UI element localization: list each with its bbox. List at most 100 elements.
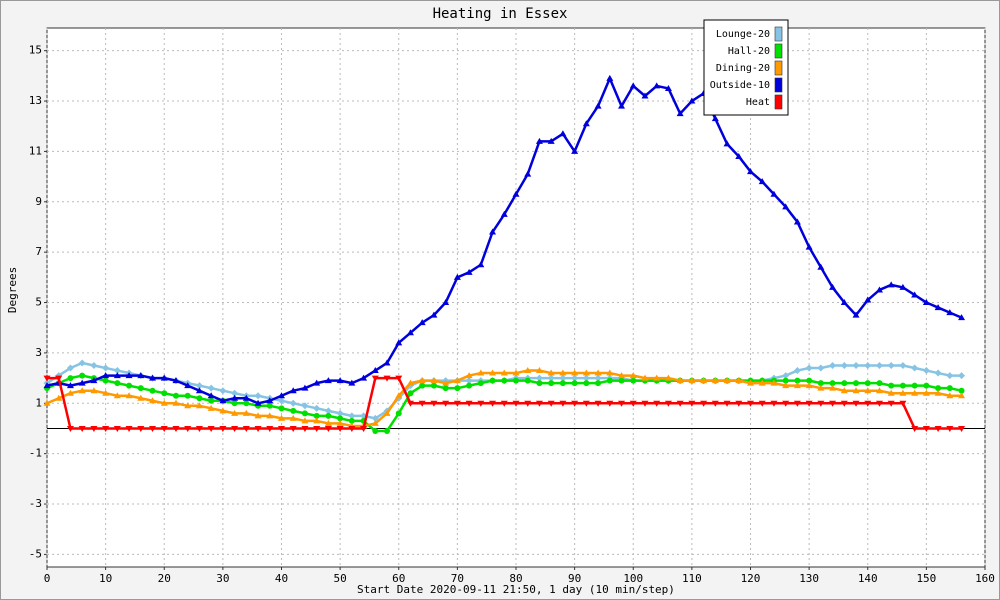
data-point xyxy=(629,400,637,407)
data-point xyxy=(782,372,790,380)
data-point xyxy=(500,400,508,407)
data-point xyxy=(477,369,485,376)
data-point xyxy=(594,369,602,376)
data-point xyxy=(653,374,661,381)
data-point xyxy=(66,364,74,372)
data-point xyxy=(453,400,461,407)
data-point xyxy=(700,377,708,384)
data-point xyxy=(313,425,321,432)
x-tick-label: 40 xyxy=(275,572,288,585)
data-point xyxy=(758,379,766,386)
data-point xyxy=(336,419,344,426)
data-point xyxy=(477,380,484,387)
data-point xyxy=(301,402,309,410)
y-tick-label: 11 xyxy=(29,144,42,157)
data-point xyxy=(453,273,461,280)
legend-label: Outside-10 xyxy=(710,80,770,91)
data-point xyxy=(512,190,520,197)
data-point xyxy=(231,394,239,401)
y-tick-label: 7 xyxy=(35,245,42,258)
data-point xyxy=(418,319,426,326)
data-point xyxy=(430,311,438,318)
data-point xyxy=(782,382,790,389)
data-point xyxy=(172,425,180,432)
y-tick-label: -5 xyxy=(29,547,42,560)
data-point xyxy=(829,400,837,407)
data-point xyxy=(571,369,579,376)
x-tick-label: 150 xyxy=(916,572,936,585)
data-point xyxy=(348,412,356,420)
data-point xyxy=(582,120,590,127)
data-point xyxy=(887,362,895,370)
data-point xyxy=(547,137,555,144)
data-point xyxy=(829,384,837,391)
x-tick-label: 110 xyxy=(682,572,702,585)
data-point xyxy=(958,372,966,380)
data-point xyxy=(735,400,743,407)
data-point xyxy=(747,400,754,407)
x-tick-label: 10 xyxy=(99,572,112,585)
x-tick-label: 20 xyxy=(158,572,171,585)
data-point xyxy=(219,407,227,414)
data-point xyxy=(875,286,883,293)
data-point xyxy=(102,389,110,396)
data-point xyxy=(911,291,919,298)
data-point xyxy=(758,178,766,185)
data-point xyxy=(172,392,179,399)
legend-swatch xyxy=(774,43,783,59)
data-point xyxy=(618,377,625,384)
data-point xyxy=(113,367,121,375)
data-point xyxy=(535,374,543,382)
data-point xyxy=(348,425,356,432)
x-tick-label: 80 xyxy=(509,572,522,585)
data-point xyxy=(524,377,531,384)
data-point xyxy=(289,414,297,421)
data-point xyxy=(875,387,883,394)
data-point xyxy=(278,392,285,399)
data-point xyxy=(723,400,731,407)
data-point xyxy=(582,374,590,382)
data-point xyxy=(958,314,966,321)
data-point xyxy=(325,412,332,419)
data-point xyxy=(102,377,109,384)
data-point xyxy=(254,399,262,406)
data-point xyxy=(419,382,426,389)
data-point xyxy=(535,137,543,144)
data-point xyxy=(817,364,825,372)
data-point xyxy=(548,380,555,387)
data-point xyxy=(207,384,215,392)
data-point xyxy=(242,394,250,401)
data-point xyxy=(231,389,239,397)
data-point xyxy=(78,359,86,367)
data-point xyxy=(313,379,321,386)
data-point xyxy=(547,400,555,407)
data-point xyxy=(536,380,543,387)
data-point xyxy=(512,400,520,407)
data-point xyxy=(406,329,414,336)
data-point xyxy=(958,425,966,432)
data-point xyxy=(547,369,555,376)
data-point xyxy=(864,400,872,407)
data-point xyxy=(360,374,368,381)
data-point xyxy=(430,377,438,384)
data-point xyxy=(113,372,121,379)
data-point xyxy=(254,425,262,432)
data-point xyxy=(231,425,239,432)
data-point xyxy=(371,367,379,374)
data-point xyxy=(231,409,239,416)
data-point xyxy=(911,389,919,396)
y-tick-label: 1 xyxy=(35,396,42,409)
data-point xyxy=(489,228,497,235)
data-point xyxy=(442,299,450,306)
data-point xyxy=(794,377,801,384)
data-point xyxy=(524,367,532,374)
data-point xyxy=(958,392,966,399)
data-point xyxy=(219,425,227,432)
data-point xyxy=(254,412,262,419)
data-point xyxy=(384,427,391,434)
legend-label: Hall-20 xyxy=(728,46,770,57)
data-point xyxy=(137,372,145,379)
data-point xyxy=(899,389,907,396)
data-point xyxy=(195,382,203,390)
